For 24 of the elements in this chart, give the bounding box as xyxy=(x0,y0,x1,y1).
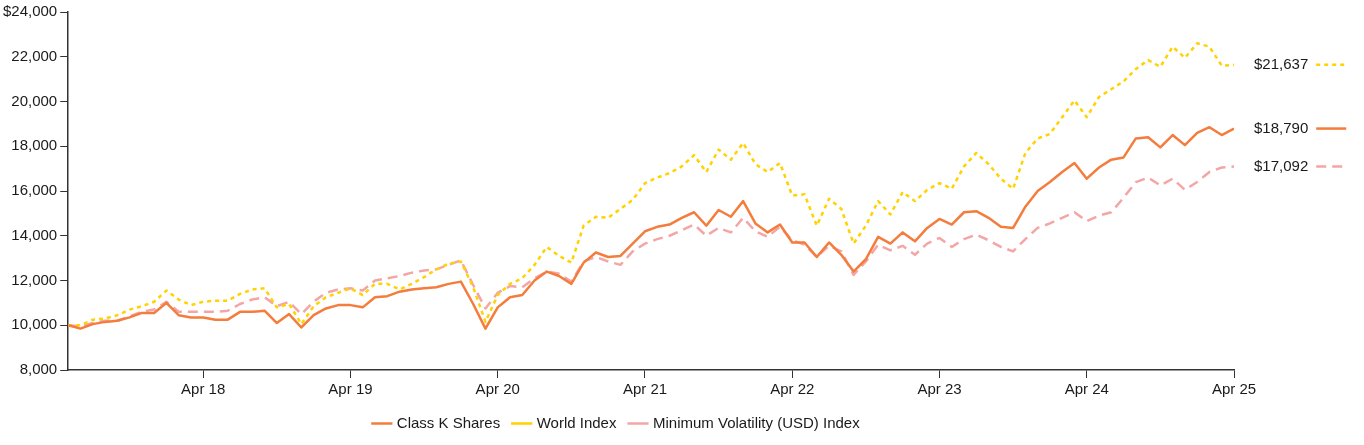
x-tick-label: Apr 22 xyxy=(770,380,815,398)
y-tick-label: $24,000 xyxy=(2,2,58,20)
y-tick-label: 10,000 xyxy=(11,315,58,333)
x-tick-label: Apr 18 xyxy=(181,380,226,398)
y-tick-label: 8,000 xyxy=(19,360,58,378)
y-tick-label: 16,000 xyxy=(11,181,58,199)
line-series xyxy=(68,42,1234,327)
annotation: $21,637 xyxy=(1254,55,1309,73)
y-tick-label: 22,000 xyxy=(11,46,58,64)
y-tick-label: 12,000 xyxy=(11,270,58,288)
x-tick-label: Apr 24 xyxy=(1064,380,1109,398)
x-tick-label: Apr 19 xyxy=(328,380,373,398)
x-tick-label: Apr 23 xyxy=(917,380,962,398)
y-tick-label: 20,000 xyxy=(11,91,58,109)
x-tick-label: Apr 25 xyxy=(1211,380,1257,398)
annotation: $18,790 xyxy=(1254,118,1309,136)
annotation: $17,092 xyxy=(1254,156,1309,174)
legend-label: World Index xyxy=(536,413,617,431)
x-tick-label: Apr 20 xyxy=(475,380,520,398)
y-tick-label: 18,000 xyxy=(11,136,58,154)
y-tick-label: 14,000 xyxy=(11,225,58,243)
legend-label: Class K Shares xyxy=(396,413,501,431)
legend-label: Minimum Volatility (USD) Index xyxy=(652,413,861,431)
x-tick-label: Apr 21 xyxy=(622,380,668,398)
